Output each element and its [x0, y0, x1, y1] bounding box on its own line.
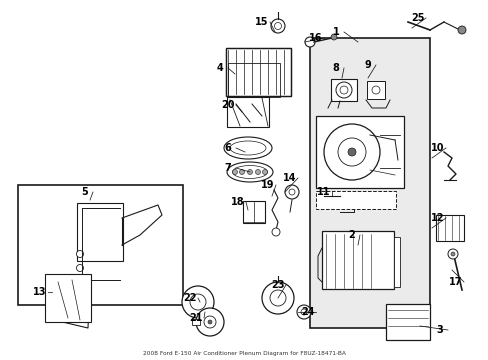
Circle shape: [285, 185, 298, 199]
Circle shape: [337, 138, 365, 166]
Circle shape: [270, 19, 285, 33]
Circle shape: [274, 22, 281, 30]
Bar: [77, 203, 123, 261]
Ellipse shape: [229, 141, 265, 155]
Bar: [309, 38, 429, 328]
Text: 20: 20: [221, 100, 234, 110]
Bar: [192, 319, 200, 325]
Circle shape: [347, 148, 355, 156]
Text: 10: 10: [430, 143, 444, 153]
Circle shape: [447, 249, 457, 259]
Text: 4: 4: [216, 63, 223, 73]
Bar: [225, 48, 290, 96]
Bar: [45, 274, 91, 322]
Circle shape: [269, 290, 285, 306]
Circle shape: [457, 26, 465, 34]
Text: 16: 16: [308, 33, 322, 43]
Text: 2008 Ford E-150 Air Conditioner Plenum Diagram for F8UZ-18471-BA: 2008 Ford E-150 Air Conditioner Plenum D…: [143, 351, 345, 356]
Ellipse shape: [226, 162, 272, 182]
Bar: [435, 215, 463, 241]
Text: 22: 22: [183, 293, 196, 303]
Text: 2: 2: [348, 230, 355, 240]
Circle shape: [296, 305, 310, 319]
Circle shape: [305, 37, 314, 47]
Text: 21: 21: [189, 313, 203, 323]
Circle shape: [182, 286, 214, 318]
Bar: [321, 231, 393, 289]
Text: 12: 12: [430, 213, 444, 223]
Circle shape: [339, 86, 347, 94]
Bar: [227, 63, 280, 97]
Text: 15: 15: [255, 17, 268, 27]
Circle shape: [76, 251, 83, 257]
Circle shape: [450, 252, 454, 256]
Circle shape: [239, 170, 244, 175]
Circle shape: [203, 316, 216, 328]
Bar: [315, 116, 403, 188]
Text: 3: 3: [436, 325, 443, 335]
Text: 13: 13: [33, 287, 47, 297]
Ellipse shape: [232, 166, 267, 179]
Circle shape: [262, 282, 293, 314]
Circle shape: [262, 170, 267, 175]
Text: 17: 17: [448, 277, 462, 287]
Ellipse shape: [224, 137, 271, 159]
Bar: [225, 48, 290, 96]
Text: 14: 14: [283, 173, 296, 183]
Text: 25: 25: [410, 13, 424, 23]
Circle shape: [247, 170, 252, 175]
Bar: [243, 201, 264, 223]
Bar: [366, 81, 384, 99]
Bar: [226, 97, 268, 127]
Text: 1: 1: [332, 27, 339, 37]
Circle shape: [76, 265, 83, 271]
Circle shape: [232, 170, 237, 175]
Circle shape: [301, 309, 306, 315]
Circle shape: [271, 228, 280, 236]
Circle shape: [255, 170, 260, 175]
Text: 24: 24: [301, 307, 314, 317]
Circle shape: [190, 294, 205, 310]
Text: 9: 9: [364, 60, 370, 70]
Text: 23: 23: [271, 280, 284, 290]
Bar: [393, 237, 399, 287]
Text: 11: 11: [317, 187, 330, 197]
Text: 7: 7: [224, 163, 231, 173]
Text: 19: 19: [261, 180, 274, 190]
Bar: [315, 191, 395, 209]
Circle shape: [371, 86, 379, 94]
Circle shape: [335, 82, 351, 98]
Circle shape: [288, 189, 294, 195]
Text: 5: 5: [81, 187, 88, 197]
Circle shape: [207, 320, 212, 324]
Text: 8: 8: [332, 63, 339, 73]
Text: 6: 6: [224, 143, 231, 153]
Text: 18: 18: [231, 197, 244, 207]
Bar: [385, 304, 429, 340]
Circle shape: [330, 34, 336, 40]
Circle shape: [196, 308, 224, 336]
Bar: [18, 185, 183, 305]
Bar: [330, 79, 356, 101]
Circle shape: [324, 124, 379, 180]
